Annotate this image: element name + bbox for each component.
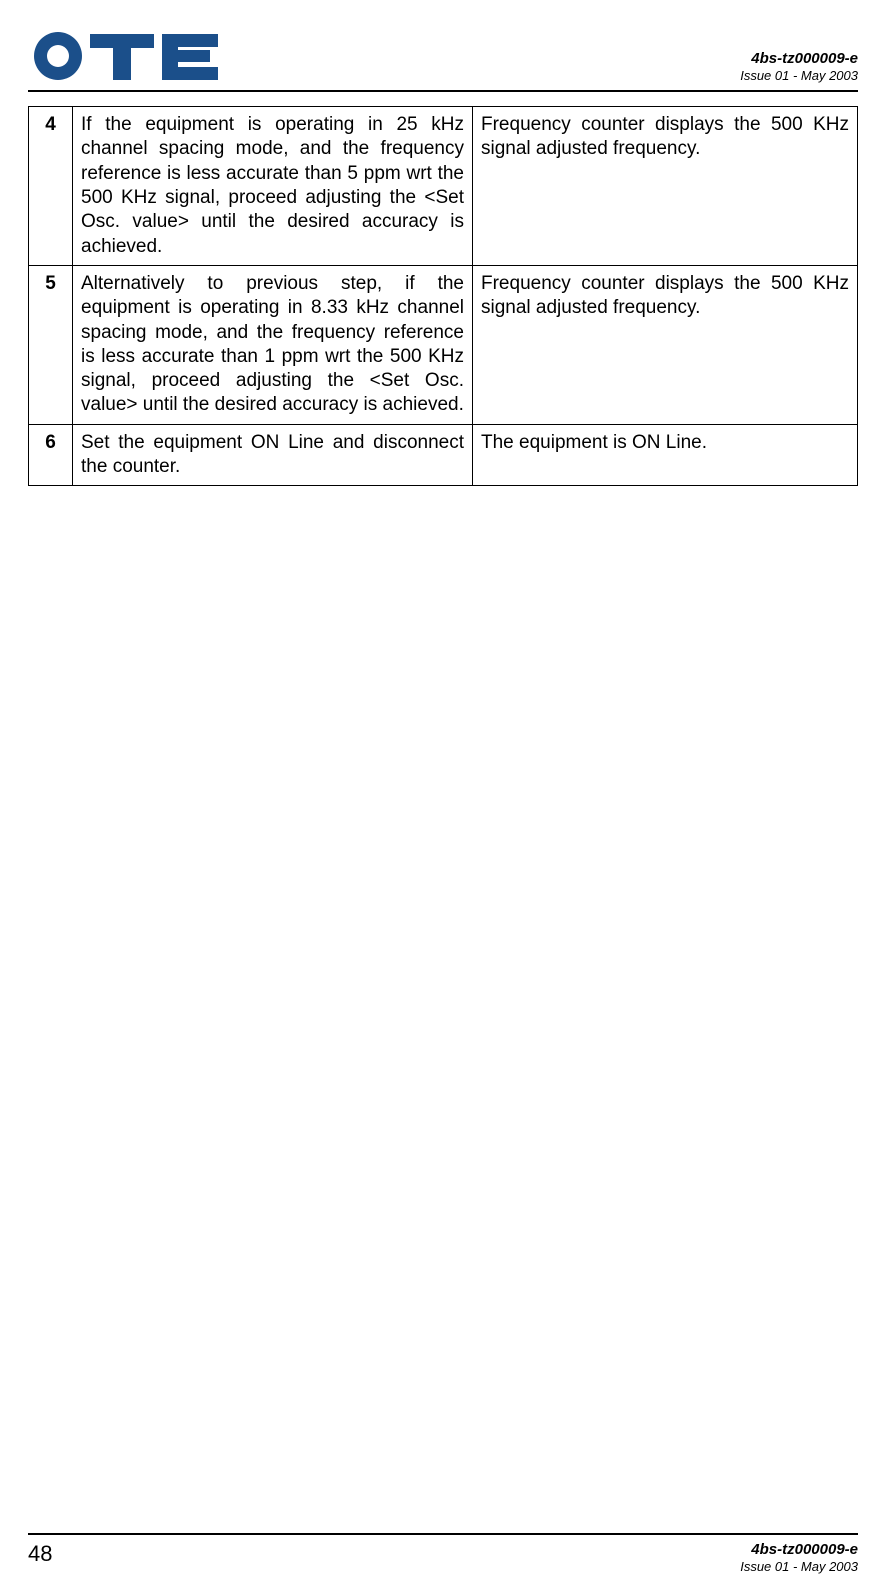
content: 4 If the equipment is operating in 25 kH…	[28, 92, 858, 486]
doc-id-line2: Issue 01 - May 2003	[740, 68, 858, 84]
footer-doc-id: 4bs-tz000009-e Issue 01 - May 2003	[740, 1541, 858, 1577]
doc-id-line2: Issue 01 - May 2003	[740, 1559, 858, 1575]
step-number: 6	[29, 424, 73, 486]
step-number: 5	[29, 265, 73, 424]
step-result: Frequency counter displays the 500 KHz s…	[473, 107, 858, 266]
logo	[28, 26, 238, 86]
logo-svg	[28, 28, 238, 84]
table-row: 6 Set the equipment ON Line and disconne…	[29, 424, 858, 486]
step-action: Set the equipment ON Line and disconnect…	[73, 424, 473, 486]
step-action: Alternatively to previous step, if the e…	[73, 265, 473, 424]
step-result: Frequency counter displays the 500 KHz s…	[473, 265, 858, 424]
page: 4bs-tz000009-e Issue 01 - May 2003 4 If …	[0, 0, 886, 1595]
page-number: 48	[28, 1541, 52, 1567]
procedure-table: 4 If the equipment is operating in 25 kH…	[28, 106, 858, 486]
doc-id-line1: 4bs-tz000009-e	[740, 1541, 858, 1559]
table-row: 4 If the equipment is operating in 25 kH…	[29, 107, 858, 266]
step-result: The equipment is ON Line.	[473, 424, 858, 486]
table-row: 5 Alternatively to previous step, if the…	[29, 265, 858, 424]
step-action: If the equipment is operating in 25 kHz …	[73, 107, 473, 266]
step-number: 4	[29, 107, 73, 266]
page-header: 4bs-tz000009-e Issue 01 - May 2003	[28, 0, 858, 92]
header-doc-id: 4bs-tz000009-e Issue 01 - May 2003	[740, 50, 858, 86]
doc-id-line1: 4bs-tz000009-e	[740, 50, 858, 68]
page-footer: 48 4bs-tz000009-e Issue 01 - May 2003	[28, 1533, 858, 1577]
